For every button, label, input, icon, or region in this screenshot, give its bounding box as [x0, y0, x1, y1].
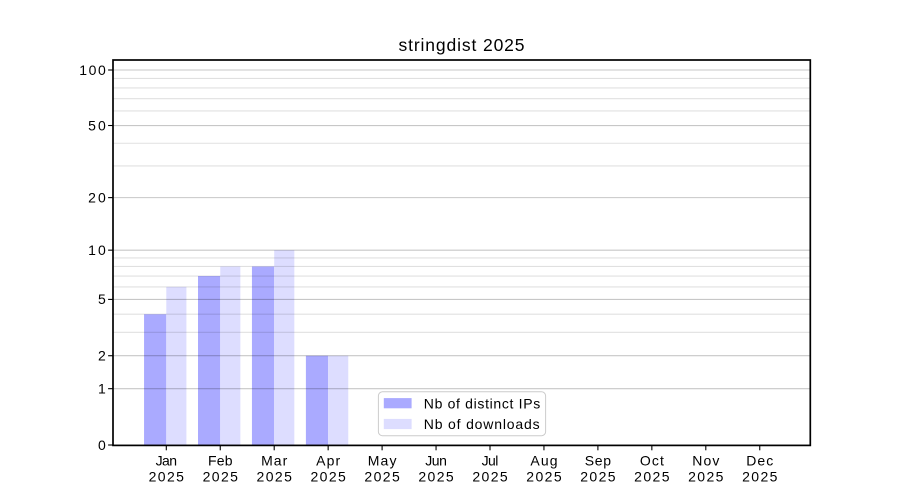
- svg-text:Feb: Feb: [208, 453, 233, 469]
- svg-text:100: 100: [79, 62, 106, 78]
- svg-text:May: May: [368, 453, 397, 469]
- svg-text:2025: 2025: [149, 469, 185, 485]
- svg-text:Dec: Dec: [746, 453, 773, 469]
- svg-text:1: 1: [98, 380, 106, 396]
- svg-text:Jun: Jun: [425, 453, 447, 469]
- svg-text:2025: 2025: [688, 469, 724, 485]
- svg-text:2025: 2025: [257, 469, 293, 485]
- svg-text:2025: 2025: [418, 469, 454, 485]
- svg-text:20: 20: [88, 189, 106, 205]
- svg-text:2025: 2025: [526, 469, 562, 485]
- svg-text:Nov: Nov: [692, 453, 719, 469]
- svg-text:Mar: Mar: [261, 453, 288, 469]
- svg-text:2025: 2025: [203, 469, 239, 485]
- svg-text:2025: 2025: [364, 469, 400, 485]
- svg-text:0: 0: [98, 437, 106, 453]
- svg-text:2025: 2025: [472, 469, 508, 485]
- svg-text:Sep: Sep: [585, 453, 611, 469]
- svg-text:50: 50: [88, 117, 106, 133]
- svg-text:2025: 2025: [742, 469, 778, 485]
- svg-text:Oct: Oct: [640, 453, 664, 469]
- svg-text:Apr: Apr: [316, 453, 340, 469]
- svg-text:2025: 2025: [580, 469, 616, 485]
- svg-text:Nb of distinct IPs: Nb of distinct IPs: [424, 395, 540, 411]
- svg-text:2025: 2025: [310, 469, 346, 485]
- svg-text:Aug: Aug: [530, 453, 557, 469]
- svg-text:Jan: Jan: [156, 453, 177, 469]
- svg-text:2025: 2025: [634, 469, 670, 485]
- svg-text:Nb of downloads: Nb of downloads: [424, 416, 540, 432]
- svg-text:Jul: Jul: [482, 453, 499, 469]
- svg-text:5: 5: [98, 291, 106, 307]
- svg-text:2: 2: [98, 348, 106, 364]
- svg-text:10: 10: [88, 242, 106, 258]
- svg-text:stringdist 2025: stringdist 2025: [399, 35, 525, 55]
